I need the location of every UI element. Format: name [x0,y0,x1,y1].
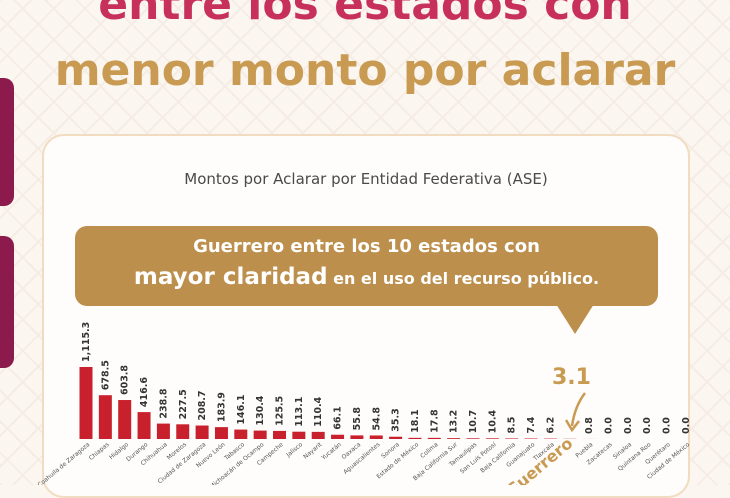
value-label-27: 0.0 [603,417,614,434]
bar-6 [196,426,209,439]
value-label-26: 0.8 [584,417,595,434]
value-label-1: 678.5 [100,360,111,390]
value-label-14: 55.8 [352,407,363,431]
bar-3 [138,412,151,439]
value-label-6: 208.7 [197,390,208,420]
value-label-9: 130.4 [255,395,266,425]
bar-22 [505,438,518,439]
bar-15 [370,435,383,439]
value-label-21: 10.4 [487,409,498,433]
category-label-0: Coahuila de Zaragoza [36,441,91,485]
value-label-20: 10.7 [468,410,479,433]
value-label-30: 0.0 [662,417,673,434]
bar-8 [234,430,247,439]
bar-5 [176,424,189,439]
bar-0 [80,367,93,439]
value-label-5: 227.5 [178,389,189,419]
value-label-29: 0.0 [642,417,653,434]
bar-20 [467,438,480,439]
value-label-12: 110.4 [313,396,324,426]
bar-16 [389,437,402,439]
value-label-2: 603.8 [120,365,131,395]
bar-21 [486,438,499,439]
value-label-28: 0.0 [623,417,634,434]
bar-1 [99,395,112,439]
bar-2 [118,400,131,439]
bar-17 [408,438,421,439]
value-label-31: 0.0 [681,417,692,434]
bar-9 [254,431,267,439]
value-label-3: 416.6 [139,377,150,407]
category-label-13: Yucatán [319,441,342,462]
bar-7 [215,427,228,439]
bar-14 [350,435,363,439]
value-label-18: 17.8 [429,409,440,433]
bar-4 [157,424,170,439]
value-label-22: 8.5 [507,417,518,434]
value-label-15: 54.8 [371,407,382,431]
bar-11 [292,432,305,439]
value-label-23: 7.4 [526,416,537,433]
bar-10 [273,431,286,439]
category-label-1: Chiapas [88,441,111,462]
value-label-10: 125.5 [275,396,286,426]
value-label-19: 13.2 [449,410,460,433]
bar-chart: 1,115.3 Coahuila de Zaragoza 678.5 Chiapas 6… [0,0,730,485]
bar-18 [428,438,441,439]
category-label-11: Jalisco [284,441,304,459]
value-label-11: 113.1 [294,397,305,427]
bar-12 [312,432,325,439]
value-label-16: 35.3 [391,408,402,431]
value-label-7: 183.9 [216,392,227,422]
value-label-0: 1,115.3 [81,322,92,362]
value-label-24: 6.2 [545,417,556,434]
value-label-4: 238.8 [158,388,169,418]
value-label-17: 18.1 [410,409,421,432]
value-label-13: 66.1 [333,406,344,429]
bar-19 [447,438,460,439]
bar-13 [331,435,344,439]
value-label-8: 146.1 [236,395,247,425]
